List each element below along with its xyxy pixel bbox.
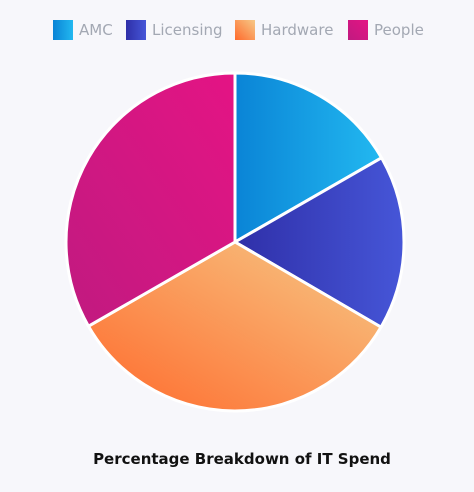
pie-slice-amc[interactable] [233,71,384,244]
legend-item-people[interactable]: People [348,20,424,40]
legend: AMC Licensing Hardware People [53,20,424,40]
legend-swatch-licensing [126,20,146,40]
legend-item-amc[interactable]: AMC [53,20,113,40]
chart-title: Percentage Breakdown of IT Spend [93,450,391,468]
legend-label-licensing: Licensing [152,21,223,39]
pie-slices [64,71,406,413]
legend-swatch-amc [53,20,73,40]
legend-swatch-hardware [235,20,255,40]
legend-item-hardware[interactable]: Hardware [235,20,333,40]
pie-slice-people[interactable] [64,71,237,328]
legend-label-hardware: Hardware [261,21,333,39]
pie-slice-licensing[interactable] [233,156,406,329]
legend-swatch-people [348,20,368,40]
legend-label-amc: AMC [79,21,113,39]
legend-label-people: People [374,21,424,39]
legend-item-licensing[interactable]: Licensing [126,20,223,40]
